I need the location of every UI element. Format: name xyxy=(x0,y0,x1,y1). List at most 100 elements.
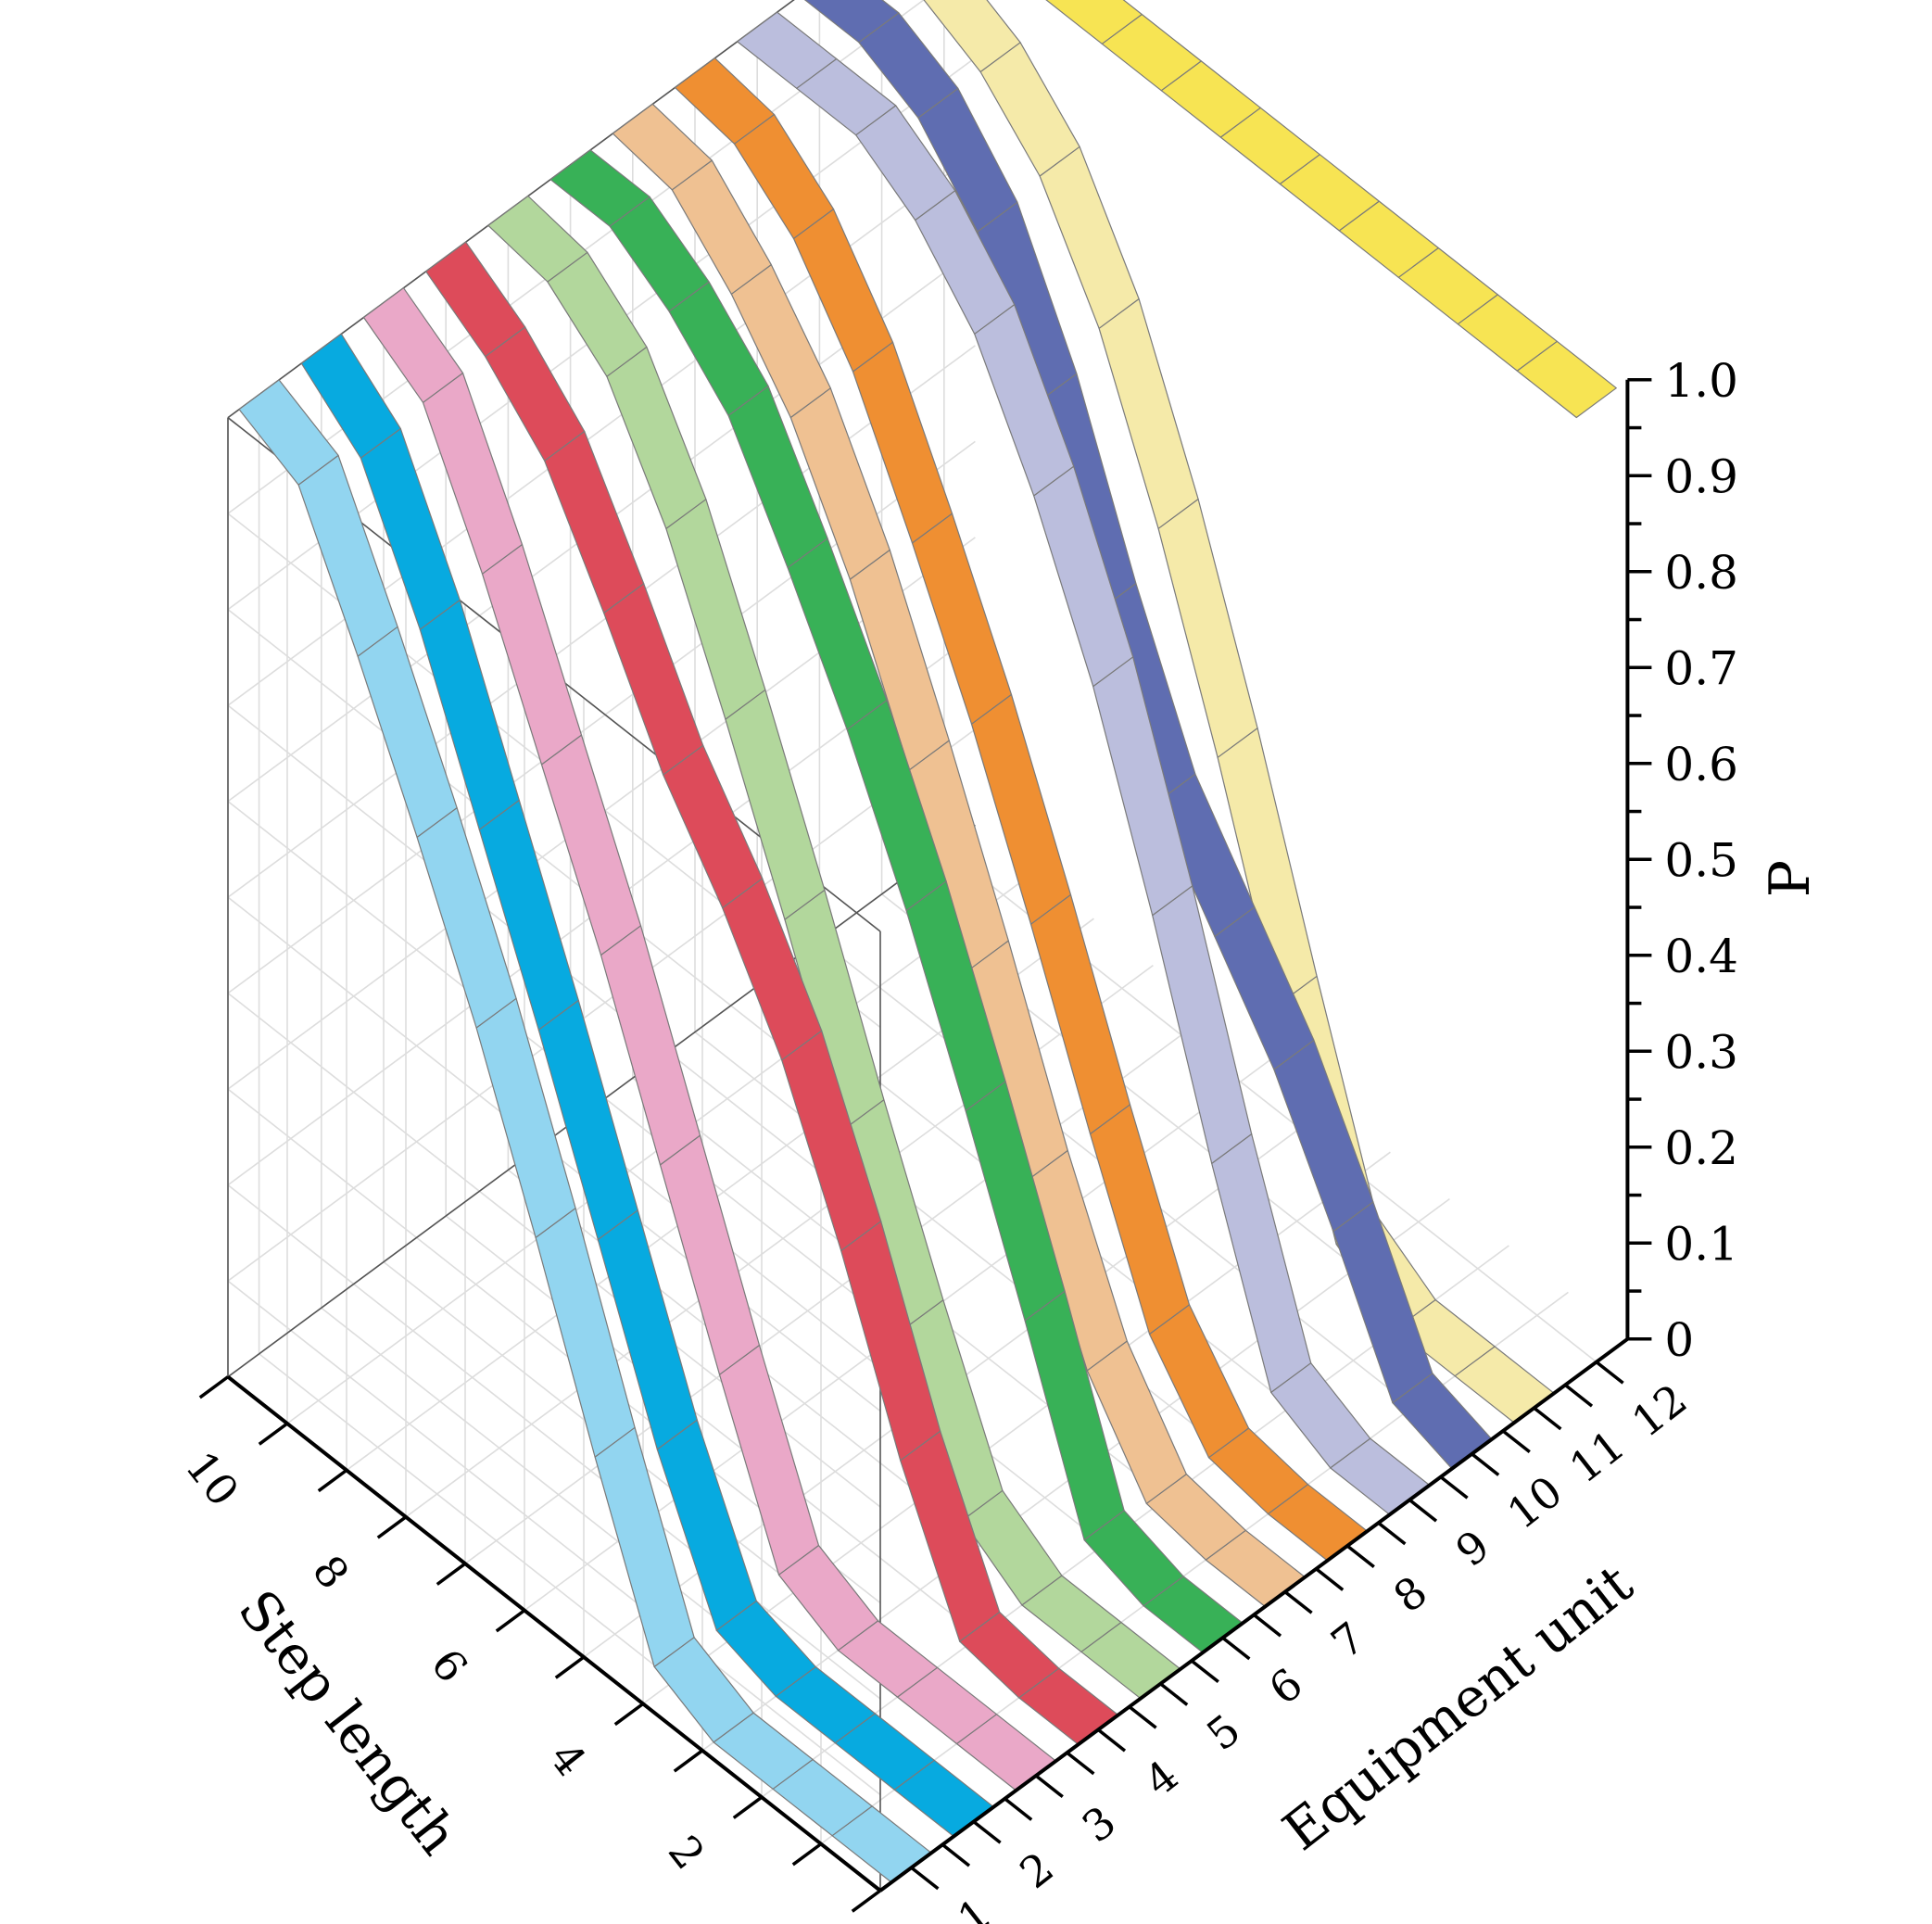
y-axis-tick xyxy=(317,1468,348,1493)
ribbon-segment xyxy=(803,0,900,44)
ribbon-segment xyxy=(923,0,1021,73)
y-tick-label: 10 xyxy=(176,1442,249,1515)
x-axis-tick xyxy=(1501,1429,1531,1454)
z-tick-label: 0.2 xyxy=(1664,1121,1738,1175)
y-tick-label: 0 xyxy=(777,1919,834,1924)
ribbon-segment xyxy=(362,287,464,403)
chart-ribbons xyxy=(238,0,1617,1883)
x-axis-tick xyxy=(910,1866,940,1891)
ribbon-segment xyxy=(1039,146,1140,329)
y-axis-tick xyxy=(732,1795,764,1819)
z-tick-label: 0 xyxy=(1664,1313,1694,1367)
x-axis-tick xyxy=(1004,1797,1033,1821)
x-axis-tick xyxy=(1159,1682,1189,1706)
x-axis-tick xyxy=(1034,1774,1064,1799)
ribbon-segment xyxy=(300,333,401,459)
ribbon-segment xyxy=(612,103,713,191)
x-axis-tick xyxy=(972,1820,1002,1844)
back-wall-grid-line xyxy=(227,345,976,898)
y-axis-tick xyxy=(554,1655,586,1679)
x-axis-tick xyxy=(1221,1636,1251,1661)
x-axis-tick xyxy=(1283,1590,1313,1614)
x-tick-label: 11 xyxy=(1560,1420,1634,1493)
y-axis-tick xyxy=(673,1749,704,1773)
x-axis-tick xyxy=(1066,1751,1095,1776)
y-axis-line xyxy=(226,1375,882,1892)
back-wall-grid-line xyxy=(227,728,976,1282)
ribbon-series-4 xyxy=(425,241,1119,1745)
x-axis-tick xyxy=(941,1843,971,1867)
z-tick-label: 0.1 xyxy=(1664,1217,1738,1271)
z-tick-label: 0.3 xyxy=(1664,1025,1738,1079)
z-tick-label: 1.0 xyxy=(1664,354,1738,408)
y-tick-label: 8 xyxy=(303,1546,360,1598)
ribbon-series-3 xyxy=(362,287,1057,1791)
x-axis-title: Equipment unit xyxy=(1271,1552,1644,1863)
frame-edge xyxy=(227,0,795,419)
ribbon-series-10 xyxy=(803,0,1493,1470)
x-tick-label: 10 xyxy=(1498,1466,1572,1539)
ribbon-segment xyxy=(487,195,588,283)
x-tick-label: 5 xyxy=(1197,1704,1249,1761)
z-axis-title: P xyxy=(1758,860,1823,897)
y-axis-tick xyxy=(258,1422,289,1446)
z-tick-label: 0.4 xyxy=(1664,930,1738,983)
x-axis-tick xyxy=(1595,1361,1624,1385)
ribbon-series-1 xyxy=(238,379,932,1883)
x-tick-label: 8 xyxy=(1384,1566,1436,1623)
ribbon-series-5 xyxy=(487,195,1181,1700)
y-axis-tick xyxy=(436,1562,467,1586)
ribbon-segment xyxy=(1098,297,1199,529)
ribbon-series-2 xyxy=(300,333,994,1838)
ribbon-segment xyxy=(674,57,776,145)
x-axis-tick xyxy=(1128,1705,1157,1729)
side-wall-grid-line xyxy=(227,608,881,1124)
x-tick-label: 7 xyxy=(1322,1613,1374,1669)
ribbon-segment xyxy=(549,149,650,227)
x-axis-tick xyxy=(1190,1659,1219,1684)
x-axis-tick xyxy=(1564,1384,1594,1408)
ribbon-segment xyxy=(737,11,838,89)
ribbon-series-8 xyxy=(674,57,1369,1562)
y-axis-tick xyxy=(198,1375,230,1399)
ribbon-series-12 xyxy=(1045,0,1617,419)
x-tick-label: 12 xyxy=(1623,1374,1696,1448)
x-tick-label: 1 xyxy=(948,1888,1000,1924)
x-axis-tick xyxy=(1533,1406,1562,1431)
z-tick-label: 0.6 xyxy=(1664,738,1738,791)
x-axis-tick xyxy=(1439,1475,1469,1500)
ribbon-segment xyxy=(238,379,339,486)
x-axis-tick xyxy=(1408,1499,1438,1523)
side-wall-grid-line xyxy=(227,1280,881,1796)
x-tick-label: 9 xyxy=(1446,1520,1498,1576)
x-axis-tick xyxy=(1471,1452,1500,1476)
floor-grid-line xyxy=(820,1291,1569,1845)
x-tick-label: 2 xyxy=(1011,1842,1063,1899)
x-axis-tick xyxy=(1315,1567,1345,1591)
z-tick-label: 0.5 xyxy=(1664,833,1738,887)
ribbon-segment xyxy=(979,42,1080,177)
x-axis-tick xyxy=(1377,1521,1407,1546)
y-axis-title: Step length xyxy=(226,1578,471,1867)
x-tick-label: 6 xyxy=(1259,1658,1311,1715)
ribbon-segment xyxy=(1045,0,1143,44)
x-axis-tick xyxy=(1345,1544,1375,1569)
y-axis-tick xyxy=(613,1702,645,1727)
y-axis-tick xyxy=(495,1609,526,1633)
x-axis-tick xyxy=(1253,1614,1282,1638)
y-axis-tick xyxy=(376,1515,408,1539)
x-tick-label: 3 xyxy=(1073,1796,1125,1853)
y-axis-tick xyxy=(791,1842,823,1867)
side-wall-grid-line xyxy=(227,1184,881,1700)
ribbon-series-7 xyxy=(612,103,1306,1608)
z-tick-label: 0.9 xyxy=(1664,449,1738,503)
x-axis-tick xyxy=(1097,1728,1127,1753)
ribbon-series-6 xyxy=(549,149,1244,1653)
ribbon-series-9 xyxy=(737,11,1431,1515)
z-tick-label: 0.8 xyxy=(1664,546,1738,600)
y-tick-label: 2 xyxy=(659,1827,715,1879)
z-tick-label: 0.7 xyxy=(1664,641,1738,695)
y-tick-label: 6 xyxy=(422,1639,478,1691)
y-tick-label: 4 xyxy=(540,1733,597,1785)
